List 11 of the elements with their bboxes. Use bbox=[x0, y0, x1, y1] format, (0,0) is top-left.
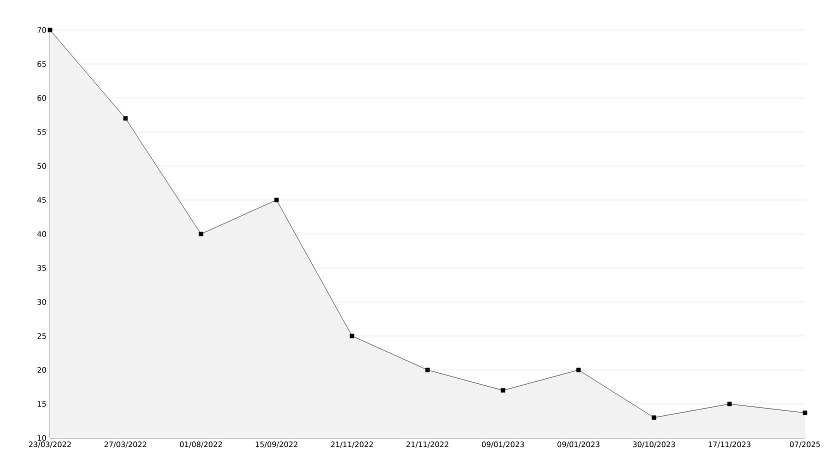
point bbox=[274, 198, 279, 202]
point bbox=[48, 28, 52, 32]
point bbox=[727, 402, 732, 406]
point bbox=[123, 116, 128, 121]
point bbox=[500, 388, 506, 393]
point bbox=[350, 334, 354, 338]
point bbox=[652, 415, 656, 420]
point bbox=[576, 368, 581, 372]
point bbox=[198, 232, 204, 236]
point bbox=[802, 410, 808, 416]
point bbox=[425, 368, 430, 372]
